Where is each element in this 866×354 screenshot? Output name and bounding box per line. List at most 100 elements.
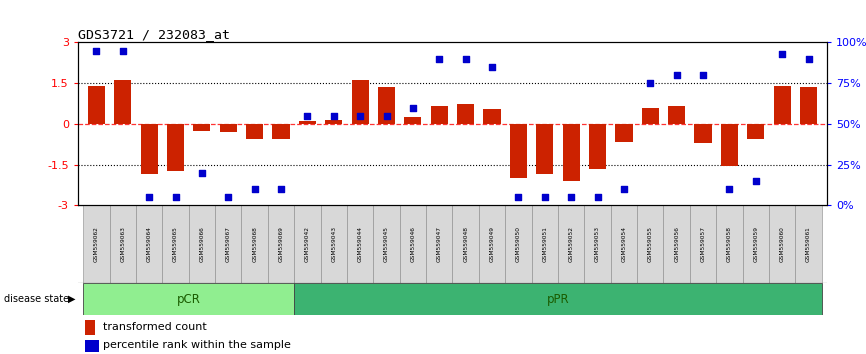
Point	[142, 194, 156, 200]
Point	[485, 64, 499, 70]
Text: GSM559062: GSM559062	[94, 226, 99, 262]
Bar	[616, 124, 632, 142]
Bar	[140, 124, 158, 174]
Text: GSM559065: GSM559065	[173, 226, 178, 262]
Text: GSM559048: GSM559048	[463, 226, 469, 262]
Bar	[404, 117, 422, 124]
Text: GSM559068: GSM559068	[252, 226, 257, 262]
Text: GSM559064: GSM559064	[146, 226, 152, 262]
Text: pCR: pCR	[177, 293, 201, 306]
Bar	[642, 108, 659, 124]
Point	[512, 194, 526, 200]
Text: GSM559050: GSM559050	[516, 226, 521, 262]
Bar	[690, 205, 716, 283]
Bar	[83, 283, 294, 315]
Point	[406, 105, 420, 110]
Text: GSM559046: GSM559046	[410, 226, 416, 262]
Point	[749, 178, 763, 184]
Text: GSM559069: GSM559069	[279, 226, 283, 262]
Point	[432, 56, 446, 62]
Bar	[87, 86, 105, 124]
Bar	[268, 205, 294, 283]
Text: transformed count: transformed count	[103, 322, 206, 332]
Bar	[136, 205, 162, 283]
Point	[89, 48, 103, 53]
Bar	[663, 205, 690, 283]
Bar	[400, 205, 426, 283]
Bar	[299, 121, 316, 124]
Bar	[743, 205, 769, 283]
Bar	[668, 106, 685, 124]
Text: GSM559061: GSM559061	[806, 227, 811, 262]
Point	[538, 194, 552, 200]
Text: GSM559042: GSM559042	[305, 226, 310, 262]
Point	[116, 48, 130, 53]
Point	[169, 194, 183, 200]
Bar	[294, 205, 320, 283]
Point	[301, 113, 314, 119]
Text: GSM559053: GSM559053	[595, 226, 600, 262]
Bar	[294, 283, 822, 315]
Bar	[86, 340, 99, 352]
Bar	[716, 205, 743, 283]
Bar	[352, 80, 369, 124]
Bar	[114, 80, 132, 124]
Point	[775, 51, 789, 57]
Bar	[378, 87, 395, 124]
Bar	[769, 205, 795, 283]
Text: GSM559049: GSM559049	[489, 226, 494, 262]
Point	[222, 194, 236, 200]
Bar	[800, 87, 818, 124]
Point	[643, 80, 657, 86]
Bar	[479, 205, 505, 283]
Text: GSM559043: GSM559043	[332, 226, 336, 262]
Bar	[695, 124, 712, 143]
Bar	[721, 124, 738, 166]
Bar	[532, 205, 558, 283]
Bar	[611, 205, 637, 283]
Text: GSM559051: GSM559051	[542, 226, 547, 262]
Point	[565, 194, 578, 200]
Bar	[320, 205, 347, 283]
Text: GSM559047: GSM559047	[436, 226, 442, 262]
Text: GSM559045: GSM559045	[384, 226, 389, 262]
Bar	[326, 120, 342, 124]
Bar	[273, 124, 289, 139]
Bar	[747, 124, 765, 139]
Bar	[373, 205, 400, 283]
Bar	[457, 104, 475, 124]
Point	[326, 113, 340, 119]
Bar	[505, 205, 532, 283]
Bar	[452, 205, 479, 283]
Bar	[246, 124, 263, 139]
Point	[248, 186, 262, 192]
Bar	[589, 124, 606, 169]
Bar	[86, 320, 95, 335]
Bar	[220, 124, 237, 132]
Bar	[430, 106, 448, 124]
Point	[617, 186, 630, 192]
Bar	[193, 124, 210, 131]
Text: pPR: pPR	[546, 293, 569, 306]
Text: GSM559066: GSM559066	[199, 227, 204, 262]
Bar	[215, 205, 242, 283]
Bar	[510, 124, 527, 178]
Text: GSM559067: GSM559067	[226, 226, 230, 262]
Bar	[795, 205, 822, 283]
Point	[696, 72, 710, 78]
Text: GSM559058: GSM559058	[727, 226, 732, 262]
Text: GSM559056: GSM559056	[675, 226, 679, 262]
Point	[275, 186, 288, 192]
Bar	[536, 124, 553, 174]
Bar	[110, 205, 136, 283]
Bar	[167, 124, 184, 171]
Text: GSM559060: GSM559060	[779, 226, 785, 262]
Bar	[558, 205, 585, 283]
Text: GSM559054: GSM559054	[622, 226, 626, 262]
Bar	[189, 205, 215, 283]
Text: GSM559057: GSM559057	[701, 226, 706, 262]
Text: GSM559052: GSM559052	[569, 226, 573, 262]
Point	[379, 113, 393, 119]
Text: ▶: ▶	[68, 294, 75, 304]
Bar	[773, 86, 791, 124]
